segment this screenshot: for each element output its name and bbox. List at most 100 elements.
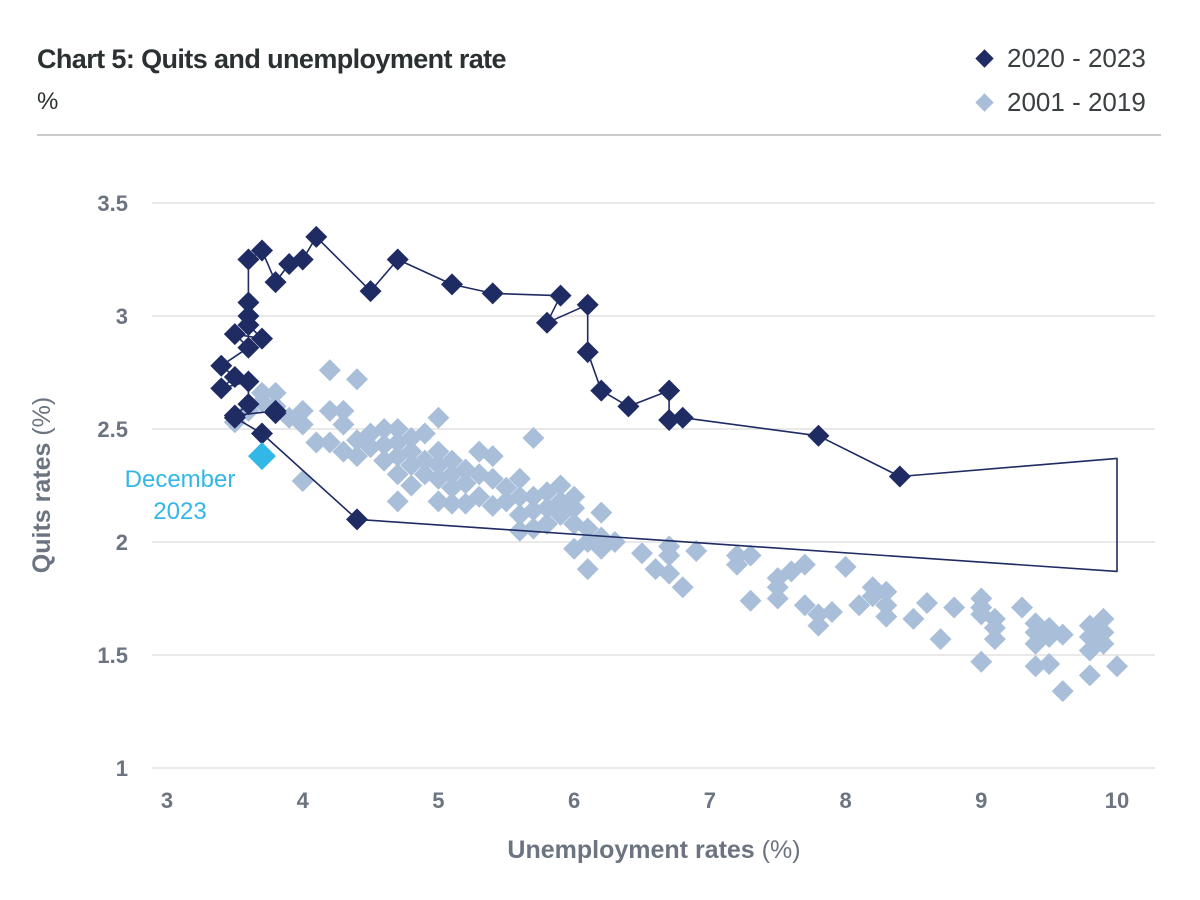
data-point-recent: [658, 408, 681, 431]
data-point-historical: [563, 497, 586, 520]
data-point-recent: [359, 280, 382, 303]
data-point-recent: [549, 284, 572, 307]
data-point-historical: [468, 485, 491, 508]
data-point-historical: [671, 576, 694, 599]
data-point-historical: [793, 553, 816, 576]
y-tick-label: 2: [116, 530, 128, 555]
y-tick-label: 1: [116, 756, 128, 781]
x-tick-label: 4: [297, 788, 310, 813]
highlight-point-group: [248, 442, 276, 471]
data-point-historical: [291, 413, 314, 436]
data-point-recent: [251, 422, 273, 445]
data-point-historical: [1038, 653, 1061, 676]
data-point-historical: [400, 474, 423, 497]
data-point-historical: [264, 381, 287, 404]
data-point-recent: [658, 379, 681, 402]
data-point-historical: [291, 469, 314, 492]
legend-label: 2001 - 2019: [1007, 86, 1146, 117]
data-point-historical: [495, 476, 518, 499]
x-tick-label: 6: [568, 788, 580, 813]
data-point-historical: [875, 580, 898, 603]
y-tick-label: 3.5: [97, 191, 128, 216]
data-point-recent: [264, 402, 287, 425]
x-axis-title: Unemployment rates (%): [507, 836, 800, 864]
data-point-recent: [536, 311, 558, 334]
x-tick-label: 10: [1105, 788, 1129, 813]
data-point-recent: [441, 273, 463, 296]
data-point-historical: [386, 463, 409, 486]
data-point-historical: [576, 517, 599, 540]
data-point-historical: [739, 589, 762, 612]
data-point-historical: [536, 512, 558, 535]
data-point-historical: [821, 601, 843, 624]
data-point-historical: [291, 399, 314, 422]
data-point-historical: [726, 553, 748, 576]
data-point-historical: [1051, 623, 1074, 646]
data-point-historical: [793, 594, 816, 617]
x-axis-label: Unemployment rates: [507, 836, 754, 864]
data-point-recent: [576, 293, 599, 316]
data-point-recent: [617, 395, 640, 418]
data-point-historical: [902, 607, 925, 630]
y-tick-label: 2.5: [97, 417, 128, 442]
data-point-historical: [1011, 596, 1033, 619]
data-point-historical: [522, 427, 545, 450]
data-point-historical: [658, 562, 681, 585]
data-point-historical: [590, 501, 613, 524]
data-point-historical: [1092, 621, 1115, 644]
highlight-point: [248, 442, 276, 471]
data-point-historical: [386, 418, 409, 440]
legend: 2020 - 2023 2001 - 2019: [974, 36, 1146, 124]
data-point-historical: [332, 399, 355, 422]
data-point-historical: [332, 413, 355, 436]
data-point-recent: [210, 354, 233, 377]
data-point-historical: [1106, 655, 1128, 678]
data-point-recent: [223, 404, 246, 427]
y-tick-label: 1.5: [97, 643, 128, 668]
data-point-historical: [739, 544, 762, 567]
data-point-recent: [237, 314, 260, 337]
x-tick-label: 5: [432, 788, 444, 813]
series-historical: [223, 359, 1128, 703]
data-point-historical: [373, 418, 396, 440]
data-point-historical: [1024, 655, 1047, 678]
x-tick-label: 7: [704, 788, 716, 813]
data-point-historical: [346, 368, 368, 391]
data-point-recent: [346, 508, 368, 531]
data-point-recent: [888, 465, 911, 488]
data-point-historical: [1078, 664, 1101, 687]
data-point-historical: [685, 540, 708, 563]
data-point-historical: [631, 542, 653, 565]
data-point-historical: [807, 614, 830, 637]
legend-label: 2020 - 2023: [1007, 42, 1146, 73]
y-axis-label: Quits rates: [28, 443, 56, 574]
data-point-historical: [427, 440, 450, 463]
data-point-historical: [427, 490, 450, 513]
data-point-historical: [508, 467, 531, 490]
data-point-historical: [943, 596, 966, 619]
data-point-historical: [481, 445, 504, 468]
data-point-historical: [807, 603, 830, 626]
data-point-historical: [848, 594, 871, 617]
chart-subtitle: %: [37, 88, 59, 115]
data-point-historical: [549, 474, 572, 497]
data-point-historical: [441, 449, 463, 472]
data-point-recent: [481, 282, 504, 305]
data-point-historical: [441, 492, 463, 515]
data-point-historical: [970, 650, 993, 673]
data-point-historical: [658, 544, 681, 567]
data-point-historical: [454, 472, 477, 495]
x-axis-unit: (%): [762, 836, 801, 864]
data-point-historical: [318, 431, 341, 454]
data-point-historical: [318, 359, 341, 382]
data-point-recent: [237, 393, 260, 416]
series-recent-line: [220, 236, 1118, 573]
legend-item-recent: 2020 - 2023: [974, 36, 1146, 80]
data-point-recent: [237, 248, 260, 271]
data-point-recent: [590, 379, 613, 402]
data-point-historical: [400, 440, 423, 463]
header-divider: [37, 134, 1161, 136]
data-point-recent: [305, 225, 328, 248]
highlight-label-line2: 2023: [153, 498, 206, 525]
